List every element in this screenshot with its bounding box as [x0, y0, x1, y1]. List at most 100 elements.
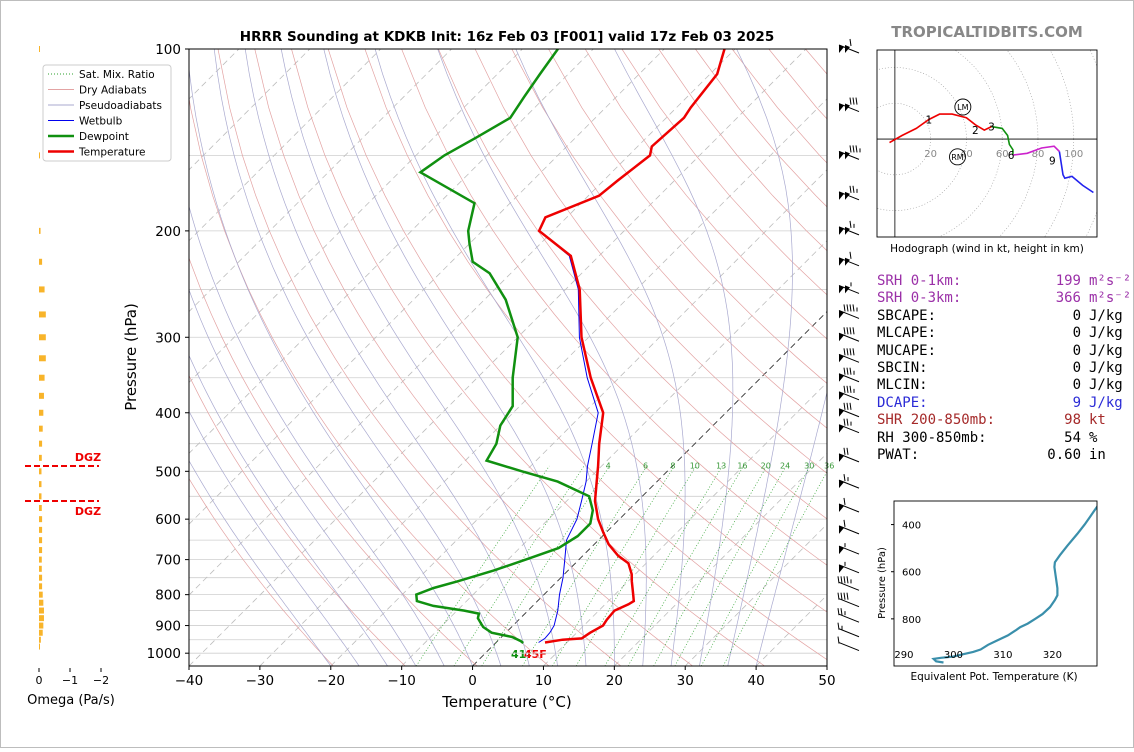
stat-unit: in	[1089, 446, 1106, 463]
stat-row: SBCIN: 0 J/kg	[877, 360, 1131, 377]
theta-e-x-tick-label: 310	[993, 650, 1012, 661]
hodograph-trace	[1058, 151, 1094, 194]
theta-e-plot: 290 300 310 320 400 600 800	[891, 500, 1098, 667]
y-tick-label: 800	[155, 588, 181, 604]
stat-label: SHR 200-850mb:	[877, 412, 996, 429]
omega-bar	[39, 615, 44, 622]
hodograph-trace	[991, 125, 1014, 156]
omega-bar	[39, 636, 41, 643]
omega-bar	[39, 537, 43, 544]
y-tick-label: 200	[155, 224, 181, 240]
dry-adiabat	[474, 49, 827, 474]
mixing-ratio-line	[700, 465, 811, 666]
temperature-line	[537, 49, 726, 644]
omega-bar	[39, 583, 43, 590]
thetae-xlabel: Equivalent Pot. Temperature (K)	[910, 671, 1077, 683]
stat-unit: J/kg	[1089, 325, 1123, 342]
y-tick-label: 400	[155, 406, 181, 422]
mixing-ratio-label: 24	[780, 461, 790, 470]
omega-bar	[39, 643, 40, 650]
pseudoadiabat	[280, 49, 558, 666]
legend-label: Wetbulb	[79, 116, 123, 128]
legend-box	[42, 64, 172, 162]
stat-value: 0.60	[1047, 446, 1081, 463]
omega-tick-label: 0	[36, 674, 43, 687]
storm-motion-marker	[954, 98, 972, 116]
pseudoadiabat	[323, 49, 587, 666]
stat-row: SHR 200-850mb: 98 kt	[877, 412, 1131, 429]
stat-value: 0	[1072, 325, 1081, 342]
wind-barb	[838, 327, 860, 342]
wind-barb	[837, 592, 860, 608]
zero-isotherm	[472, 310, 827, 666]
wind-barb	[838, 543, 860, 555]
stat-label: MLCIN:	[877, 377, 928, 394]
theta-e-y-tick-label: 600	[902, 568, 921, 579]
pseudoadiabat	[755, 390, 827, 666]
storm-motion-label: LM	[957, 103, 968, 112]
omega-bar	[39, 468, 42, 475]
hodograph-ring-label: 80	[1032, 149, 1045, 160]
omega-bar	[39, 565, 42, 572]
stat-unit: m²s⁻²	[1089, 273, 1132, 289]
skewt-ylabel: Pressure (hPa)	[122, 303, 140, 411]
pseudoadiabat	[213, 49, 502, 666]
dry-adiabat	[438, 49, 827, 520]
dry-adiabat	[291, 49, 765, 666]
omega-bar	[39, 481, 42, 488]
stat-unit: J/kg	[1089, 359, 1123, 376]
x-tick-label: 20	[606, 673, 623, 689]
wind-barb	[838, 97, 860, 113]
hodograph-inner: 20 40 60 80 100 1 2 3 6 9 LM RM	[877, 50, 1097, 237]
stat-value: 0	[1072, 359, 1081, 376]
mixing-ratio-line	[722, 470, 827, 666]
omega-bar	[39, 629, 43, 636]
x-tick-label: 50	[818, 673, 835, 689]
legend-label: Dewpoint	[79, 131, 129, 143]
x-tick-label: −20	[317, 673, 346, 689]
y-tick-label: 1000	[147, 646, 181, 662]
omega-bar	[39, 425, 43, 432]
wind-barb	[837, 608, 860, 623]
x-tick-label: 10	[535, 673, 552, 689]
mixing-ratio-label: 10	[690, 461, 700, 470]
theta-e-x-tick-label: 290	[894, 650, 913, 661]
x-tick-label: −10	[387, 673, 416, 689]
wind-barb	[838, 145, 861, 160]
dewpoint-line	[414, 49, 595, 644]
dgz-label: DGZ	[75, 505, 101, 518]
stat-unit: J/kg	[1089, 377, 1123, 394]
mixing-ratio-line	[453, 465, 585, 666]
stats-panel: SRH 0-1km: 199 m²s⁻² SRH 0-3km: 366 m²s⁻² SBCA…	[877, 273, 1131, 464]
pseudoadiabat	[515, 49, 686, 666]
mixing-ratio-label: 6	[643, 461, 648, 470]
mixing-ratio-label: 20	[761, 461, 771, 470]
stat-label: SBCIN:	[877, 359, 928, 376]
x-tick-label: −30	[246, 673, 275, 689]
legend-label: Sat. Mix. Ratio	[79, 69, 155, 81]
skewt-axes-frame	[188, 48, 828, 667]
omega-bar	[39, 574, 43, 581]
omega-bar	[39, 454, 42, 461]
wind-barb	[838, 519, 860, 535]
surface-dewpoint-label: 41	[511, 648, 526, 661]
hodograph-ring-label: 60	[996, 149, 1009, 160]
storm-motion-label: RM	[951, 153, 964, 162]
hodograph-height-label: 2	[972, 125, 979, 137]
dry-adiabat	[189, 95, 550, 666]
hodograph-plot: 20 40 60 80 100 1 2 3 6 9 LM RM	[876, 49, 1098, 238]
y-tick-label: 900	[155, 619, 181, 635]
omega-bar	[39, 607, 44, 614]
wind-barb	[838, 185, 860, 201]
wind-barb	[838, 474, 860, 489]
wind-barb	[838, 561, 860, 574]
isotherm-line	[189, 49, 736, 596]
stat-value: 0	[1072, 377, 1081, 394]
storm-motion-marker	[949, 148, 966, 166]
stat-unit: J/kg	[1089, 394, 1123, 411]
theta-e-y-tick-label: 400	[902, 521, 921, 532]
mixing-ratio-line	[604, 465, 723, 666]
hodograph-height-label: 1	[926, 114, 933, 126]
wind-barb	[838, 220, 860, 236]
omega-bar	[39, 516, 43, 523]
